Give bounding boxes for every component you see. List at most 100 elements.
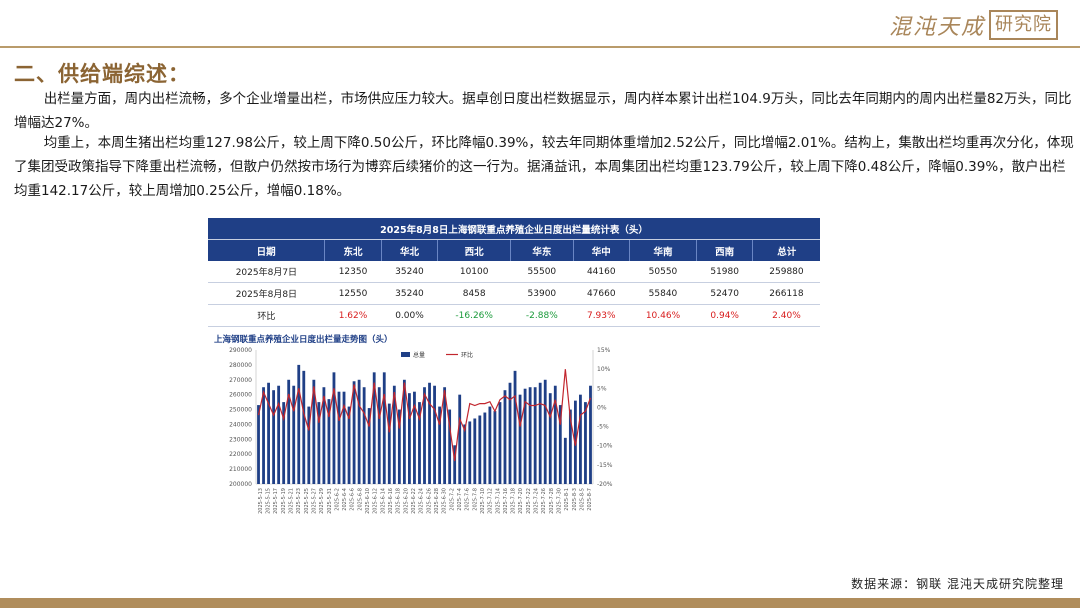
bar [589,385,592,484]
bar [428,382,431,484]
slaughter-table: 2025年8月8日上海钢联重点养殖企业日度出栏量统计表（头） 日期 东北 华北 … [208,218,820,327]
section-title: 二、供给端综述： [14,62,190,86]
x-tick-label: 2025-7-18 [511,488,517,514]
y-left-tick-label: 230000 [229,436,252,443]
bar [392,385,396,484]
x-axis-labels: 2025-5-13 2025-5-15 2025-5-17 2025-5-19 2025… [258,488,593,514]
x-tick-label: 2025-7-20 [518,488,524,514]
y-left-tick-label: 280000 [229,362,252,369]
bar [458,394,462,484]
x-tick-label: 2025-7-2 [449,488,455,511]
x-tick-label: 2025-7-10 [480,488,486,514]
change-cell: 10.46% [629,304,697,327]
x-tick-label: 2025-6-22 [411,488,417,514]
x-tick-label: 2025-8-5 [580,488,586,511]
bar [493,411,497,484]
table-cell: 52470 [696,282,753,305]
x-tick-label: 2025-7-4 [457,488,463,511]
x-tick-label: 2025-7-6 [465,488,471,511]
x-tick-label: 2025-6-8 [357,488,363,511]
bar [438,406,441,484]
table-cell: 55500 [510,261,574,283]
x-tick-label: 2025-6-24 [419,488,425,514]
table-cell: 44160 [573,261,630,283]
bar [387,403,391,484]
x-tick-label: 2025-6-26 [426,488,432,514]
x-tick-label: 2025-8-1 [564,488,570,511]
change-cell: 0.00% [381,304,438,327]
col-header: 华北 [380,239,438,261]
footer-bar [0,598,1080,608]
x-tick-label: 2025-6-4 [342,488,348,511]
y-left-tick-label: 200000 [229,481,252,488]
col-header: 东北 [324,239,382,261]
bar [372,372,376,484]
line-series [257,369,592,462]
table-title: 2025年8月8日上海钢联重点养殖企业日度出栏量统计表（头） [208,218,820,240]
bar [327,399,331,484]
table-cell: 2025年8月7日 [208,261,325,283]
change-cell: 2.40% [752,304,820,327]
bar [498,402,502,484]
change-cell: 7.93% [573,304,630,327]
col-header: 西南 [695,239,753,261]
bar [418,402,421,484]
bar [377,387,381,484]
bar [584,402,587,484]
x-tick-label: 2025-7-12 [488,488,494,514]
y-right-tick-label: -10% [597,443,613,450]
bar-series [257,364,592,484]
bar [423,387,426,484]
bar [473,418,477,484]
bar [367,408,371,484]
bar [478,415,482,484]
legend-line-label: 环比 [461,351,473,359]
table-cell: 50550 [629,261,697,283]
x-tick-label: 2025-5-23 [296,488,302,514]
col-header: 华南 [629,239,697,261]
bar [352,381,356,484]
chart-legend: 总量 环比 [401,351,473,359]
y-right-tick-label: 15% [597,347,611,354]
x-tick-label: 2025-7-16 [503,488,509,514]
header-divider [0,46,1080,48]
bar [528,387,532,484]
col-header: 西北 [437,239,511,261]
bar [357,379,361,484]
bar [408,393,411,484]
y-axis-left: 290000 280000 270000 260000 250000 240000 2300… [229,347,257,488]
x-tick-label: 2025-5-29 [319,488,325,514]
table-cell: 35240 [381,261,438,283]
bar [533,387,537,484]
x-tick-label: 2025-6-10 [365,488,371,514]
x-tick-label: 2025-7-30 [557,488,563,514]
bar [518,394,522,484]
bar [513,370,517,484]
y-right-tick-label: -15% [597,462,613,469]
table-cell: 12350 [324,261,382,283]
legend-bar-label: 总量 [413,351,425,359]
x-tick-label: 2025-7-24 [534,488,540,514]
mom-change-line [257,369,592,462]
bar [563,437,567,484]
x-tick-label: 2025-6-30 [442,488,448,514]
bar [413,391,416,484]
bar [568,409,572,484]
data-source: 数据来源：钢联 混沌天成研究院整理 [851,577,1064,591]
x-tick-label: 2025-5-27 [311,488,317,514]
y-left-tick-label: 270000 [229,377,252,384]
y-right-tick-label: 5% [597,385,607,392]
bar [302,370,306,484]
y-left-tick-label: 210000 [229,466,252,473]
bar [488,406,492,484]
bar [448,409,452,484]
col-header: 华中 [572,239,630,261]
bar [282,402,286,484]
change-cell: -2.88% [510,304,574,327]
table-cell: 51980 [696,261,753,283]
bar [468,421,472,484]
bar [443,387,447,484]
change-cell: -16.26% [437,304,511,327]
bar [463,424,467,484]
x-tick-label: 2025-6-16 [388,488,394,514]
